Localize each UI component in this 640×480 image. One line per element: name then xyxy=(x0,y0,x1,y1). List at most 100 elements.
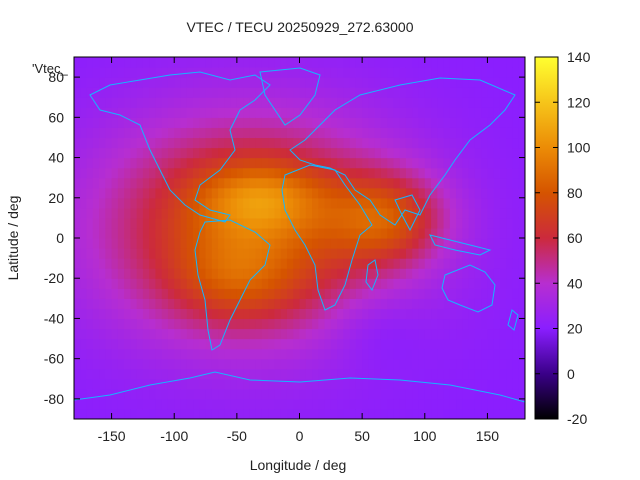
heatmap-cell xyxy=(405,167,413,179)
heatmap-cell xyxy=(218,338,225,350)
heatmap-cell xyxy=(74,288,81,299)
heatmap-cell xyxy=(293,97,301,108)
heatmap-cell xyxy=(280,238,288,249)
heatmap-cell xyxy=(155,278,163,289)
heatmap-cell xyxy=(330,388,338,400)
heatmap-cell xyxy=(149,308,157,320)
heatmap-cell xyxy=(330,147,338,159)
heatmap-cell xyxy=(249,388,257,400)
heatmap-cell xyxy=(236,408,244,419)
heatmap-cell xyxy=(180,318,188,330)
heatmap-cell xyxy=(474,227,482,239)
heatmap-cell xyxy=(243,57,250,68)
heatmap-cell xyxy=(161,207,169,219)
heatmap-cell xyxy=(180,207,188,219)
heatmap-cell xyxy=(299,207,307,219)
heatmap-cell xyxy=(499,177,507,189)
heatmap-cell xyxy=(149,348,157,360)
heatmap-cell xyxy=(493,67,501,78)
heatmap-cell xyxy=(481,308,489,320)
heatmap-cell xyxy=(456,368,463,380)
heatmap-cell xyxy=(499,378,507,390)
heatmap-cell xyxy=(368,207,376,219)
heatmap-cell xyxy=(299,318,307,330)
heatmap-cell xyxy=(105,197,113,209)
heatmap-cell xyxy=(224,328,232,340)
heatmap-cell xyxy=(236,338,244,350)
heatmap-cell xyxy=(180,77,188,88)
heatmap-cell xyxy=(167,187,175,199)
heatmap-cell xyxy=(255,207,263,219)
heatmap-cell xyxy=(130,398,138,410)
heatmap-cell xyxy=(462,117,470,128)
heatmap-cell xyxy=(180,258,188,269)
heatmap-cell xyxy=(324,57,332,68)
heatmap-cell xyxy=(506,268,514,279)
heatmap-cell xyxy=(493,187,501,199)
heatmap-cell xyxy=(261,298,269,309)
heatmap-cell xyxy=(224,227,232,239)
heatmap-cell xyxy=(424,197,432,209)
heatmap-cell xyxy=(218,87,225,98)
heatmap-cell xyxy=(243,167,250,179)
heatmap-cell xyxy=(74,117,81,128)
heatmap-cell xyxy=(324,137,332,149)
heatmap-cell xyxy=(274,227,282,239)
heatmap-cell xyxy=(468,378,476,390)
heatmap-cell xyxy=(393,147,401,159)
heatmap-cell xyxy=(180,268,188,279)
heatmap-cell xyxy=(136,308,144,320)
heatmap-cell xyxy=(174,97,182,108)
heatmap-cell xyxy=(180,408,188,419)
heatmap-cell xyxy=(186,187,194,199)
heatmap-cell xyxy=(236,117,244,128)
heatmap-cell xyxy=(124,298,131,309)
heatmap-cell xyxy=(293,127,301,139)
heatmap-cell xyxy=(92,318,100,330)
heatmap-cell xyxy=(493,157,501,169)
heatmap-cell xyxy=(105,268,113,279)
heatmap-cell xyxy=(155,117,163,128)
heatmap-cell xyxy=(293,147,301,159)
heatmap-cell xyxy=(418,388,426,400)
heatmap-cell xyxy=(474,298,482,309)
heatmap-cell xyxy=(337,358,344,370)
heatmap-cell xyxy=(343,248,351,259)
heatmap-cell xyxy=(324,258,332,269)
heatmap-cell xyxy=(199,97,207,108)
heatmap-cell xyxy=(161,298,169,309)
heatmap-cell xyxy=(280,338,288,350)
heatmap-cell xyxy=(111,117,119,128)
heatmap-cell xyxy=(512,408,520,419)
heatmap-cell xyxy=(205,167,213,179)
heatmap-cell xyxy=(224,408,232,419)
heatmap-cell xyxy=(142,248,150,259)
heatmap-cell xyxy=(117,147,125,159)
heatmap-cell xyxy=(149,227,157,239)
heatmap-cell xyxy=(186,318,194,330)
heatmap-cell xyxy=(205,227,213,239)
heatmap-cell xyxy=(518,348,525,360)
heatmap-cell xyxy=(174,127,182,139)
heatmap-cell xyxy=(149,117,157,128)
heatmap-cell xyxy=(474,57,482,68)
heatmap-cell xyxy=(180,238,188,249)
heatmap-cell xyxy=(462,177,470,189)
heatmap-cell xyxy=(86,57,94,68)
heatmap-cell xyxy=(468,278,476,289)
heatmap-cell xyxy=(80,207,88,219)
heatmap-cell xyxy=(324,248,332,259)
heatmap-cell xyxy=(224,157,232,169)
heatmap-cell xyxy=(387,107,395,118)
heatmap-cell xyxy=(99,398,106,410)
heatmap-cell xyxy=(99,107,106,118)
colorbar-tick-label: 140 xyxy=(567,49,591,65)
heatmap-cell xyxy=(117,398,125,410)
heatmap-cell xyxy=(412,338,420,350)
heatmap-cell xyxy=(80,197,88,209)
heatmap-cell xyxy=(374,217,382,229)
colorbar-tick-label: 60 xyxy=(567,230,583,246)
heatmap-cell xyxy=(243,127,250,139)
heatmap-cell xyxy=(299,117,307,128)
heatmap-cell xyxy=(456,207,463,219)
